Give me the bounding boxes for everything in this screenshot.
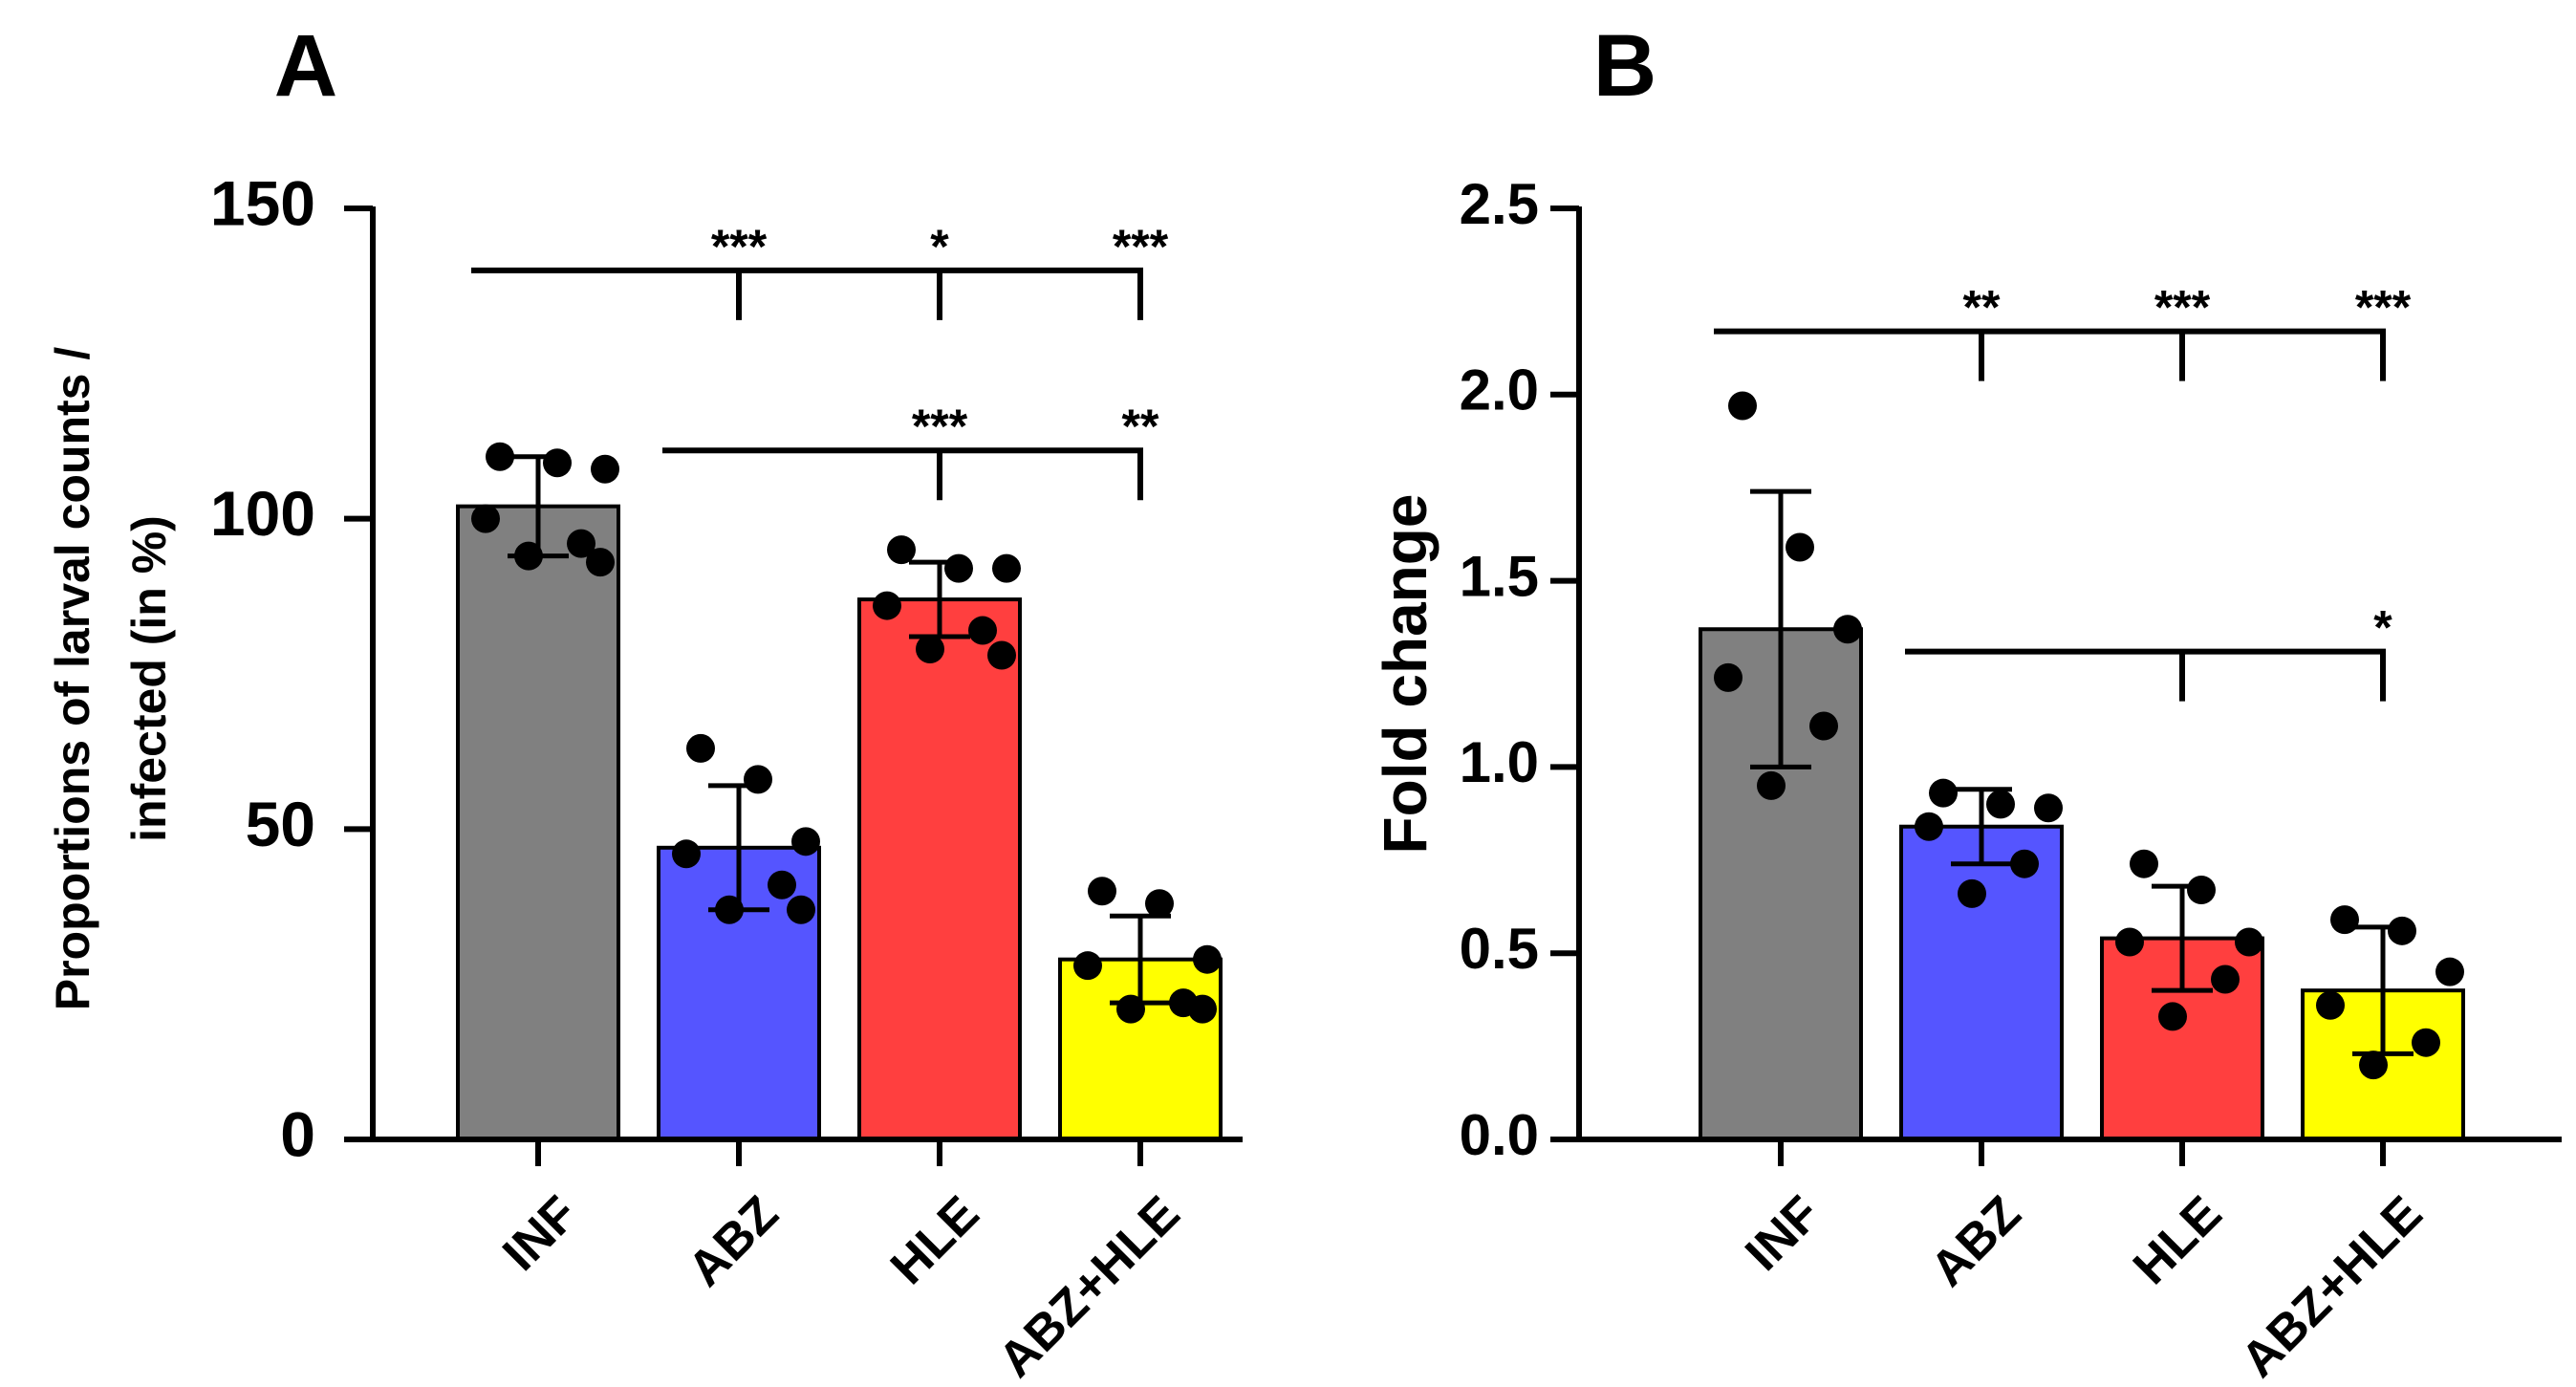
y-tick-label: 2.0 <box>1460 358 1539 423</box>
significance-stars: ** <box>1963 281 2001 335</box>
data-point <box>715 895 744 924</box>
y-tick-label: 150 <box>210 167 315 238</box>
data-point <box>787 895 815 924</box>
data-point <box>1714 662 1743 692</box>
y-tick-label: 0.5 <box>1460 917 1539 981</box>
data-point <box>514 541 543 571</box>
data-point <box>2235 927 2263 957</box>
data-point <box>992 553 1021 583</box>
data-point <box>1193 944 1222 974</box>
data-point <box>791 827 820 856</box>
data-point <box>2211 964 2240 994</box>
data-point <box>1116 994 1145 1024</box>
data-point <box>1958 878 1986 908</box>
data-point <box>2316 990 2345 1020</box>
data-point <box>1786 532 1814 562</box>
data-point <box>2158 1002 2187 1031</box>
data-point <box>744 765 772 794</box>
y-axis-label: Proportions of larval counts / <box>46 347 99 1011</box>
data-point <box>944 553 973 583</box>
data-point <box>887 535 916 565</box>
data-point <box>1833 615 1862 644</box>
data-point <box>1809 711 1838 741</box>
significance-stars: *** <box>711 220 768 273</box>
y-axis-label: Fold change <box>1371 494 1440 855</box>
data-point <box>486 442 514 471</box>
data-point <box>1915 812 1943 841</box>
data-point <box>2034 793 2063 823</box>
data-point <box>2412 1028 2440 1057</box>
data-point <box>2010 849 2039 878</box>
data-point <box>2359 1051 2388 1080</box>
panel-a: A Proportions of larval counts / infected … <box>46 17 1243 1387</box>
data-point <box>987 640 1016 670</box>
data-point <box>686 733 715 763</box>
y-tick-label: 0 <box>280 1098 315 1169</box>
significance-stars: *** <box>2355 281 2412 335</box>
significance-stars: *** <box>912 400 968 453</box>
data-point <box>2187 875 2216 904</box>
significance-bracket: * <box>1905 601 2392 702</box>
data-point <box>2115 927 2144 957</box>
data-point <box>1757 770 1786 800</box>
panel-label: B <box>1593 17 1656 115</box>
data-point <box>1986 790 2015 819</box>
panel-label: A <box>274 17 337 115</box>
significance-bracket: *** ** <box>662 400 1159 501</box>
data-point <box>567 529 595 558</box>
error-bar <box>1750 488 1811 769</box>
significance-stars: * <box>2373 601 2392 655</box>
data-point <box>471 504 500 533</box>
data-point <box>2435 957 2464 986</box>
data-point <box>873 591 901 620</box>
data-point <box>968 616 997 645</box>
data-point <box>586 548 615 577</box>
data-point <box>1073 951 1102 981</box>
data-point <box>1188 994 1217 1024</box>
data-point <box>768 870 796 899</box>
data-point <box>672 839 701 869</box>
significance-stars: ** <box>1122 400 1159 453</box>
significance-stars: *** <box>2154 281 2211 335</box>
y-tick-label: 100 <box>210 478 315 549</box>
y-tick-label: 1.0 <box>1460 730 1539 794</box>
bar-hle <box>857 597 1022 1141</box>
data-point <box>1145 889 1174 919</box>
y-tick-label: 2.5 <box>1460 172 1539 236</box>
y-tick-label: 1.5 <box>1460 544 1539 608</box>
data-point <box>1728 391 1757 421</box>
data-point <box>2130 849 2158 878</box>
data-point <box>591 454 619 484</box>
significance-bracket: *** * *** <box>471 220 1169 320</box>
bar-inf <box>456 504 620 1141</box>
error-bar <box>1951 787 2012 867</box>
significance-stars: * <box>930 220 949 273</box>
data-point <box>916 635 944 664</box>
significance-bracket: ** *** *** <box>1714 281 2412 381</box>
y-axis-label: infected (in %) <box>122 515 176 842</box>
bar-abz <box>1899 824 2064 1142</box>
data-point <box>1929 778 1958 808</box>
significance-stars: *** <box>1113 220 1169 273</box>
y-tick-label: 0.0 <box>1460 1103 1539 1167</box>
data-point <box>1088 877 1116 906</box>
y-tick-label: 50 <box>246 789 315 859</box>
data-point <box>2388 916 2416 945</box>
data-point <box>2330 905 2359 935</box>
data-point <box>543 448 572 478</box>
